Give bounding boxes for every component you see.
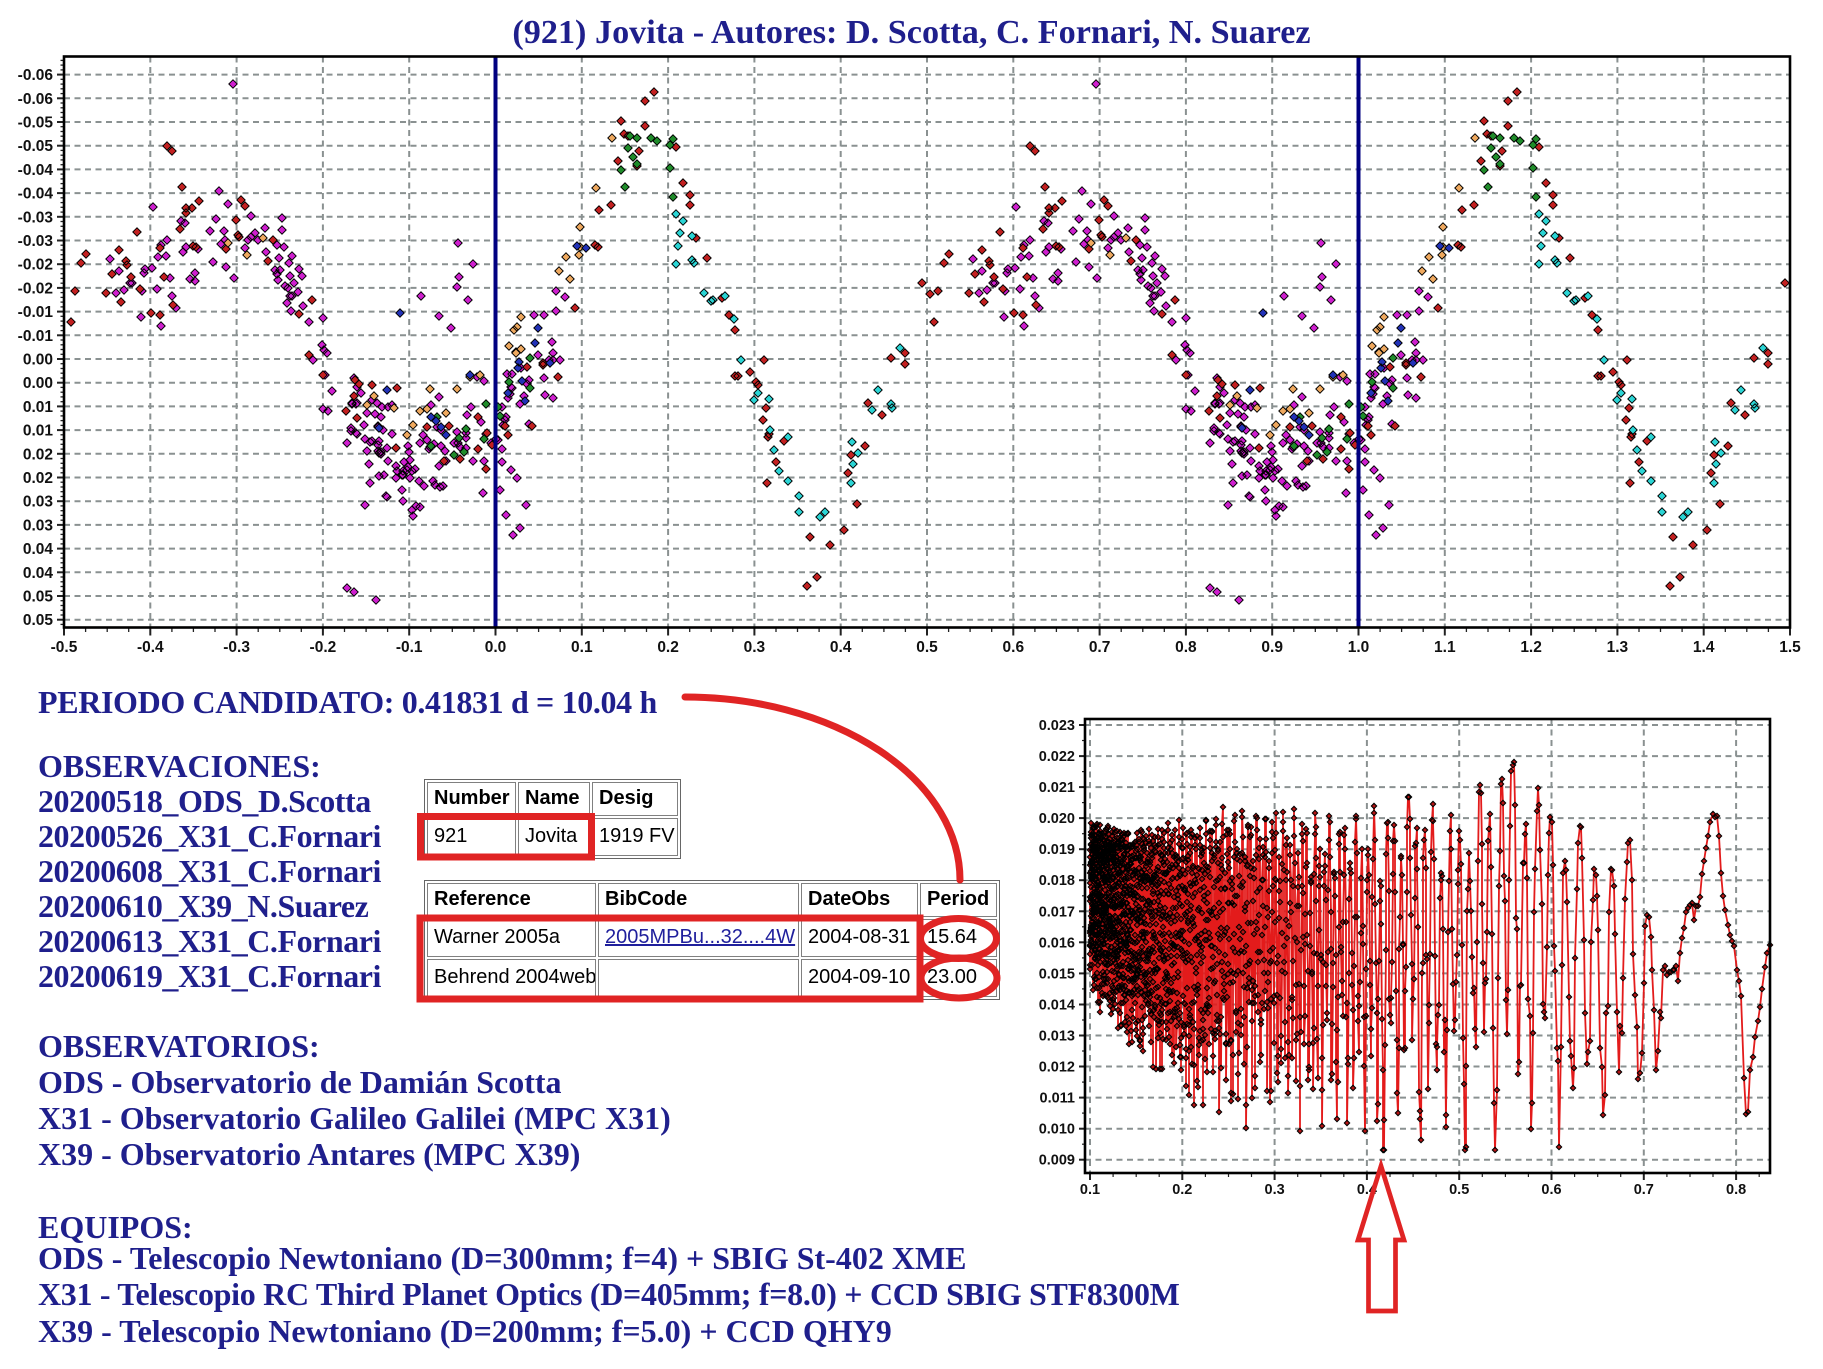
svg-text:0.020: 0.020	[1039, 811, 1075, 827]
svg-text:0.4: 0.4	[1357, 1182, 1377, 1198]
svg-text:0.4: 0.4	[830, 639, 852, 656]
svg-text:0.03: 0.03	[23, 517, 54, 534]
svg-text:0.0: 0.0	[485, 639, 507, 656]
svg-text:0.010: 0.010	[1039, 1122, 1075, 1138]
svg-text:0.01: 0.01	[23, 399, 54, 416]
svg-text:-0.05: -0.05	[18, 115, 54, 132]
svg-text:0.011: 0.011	[1040, 1091, 1076, 1107]
svg-text:0.012: 0.012	[1039, 1060, 1075, 1076]
svg-text:1.3: 1.3	[1607, 639, 1629, 656]
svg-text:0.05: 0.05	[23, 589, 54, 606]
svg-text:0.3: 0.3	[1265, 1182, 1285, 1198]
svg-text:0.022: 0.022	[1039, 749, 1075, 765]
svg-text:0.018: 0.018	[1039, 873, 1075, 889]
svg-text:-0.01: -0.01	[18, 328, 54, 345]
svg-text:0.1: 0.1	[1080, 1182, 1100, 1198]
svg-text:0.04: 0.04	[23, 541, 54, 558]
svg-text:-0.06: -0.06	[18, 91, 54, 108]
svg-text:0.01: 0.01	[23, 423, 54, 440]
svg-text:1.1: 1.1	[1434, 639, 1456, 656]
svg-text:0.7: 0.7	[1634, 1182, 1654, 1198]
svg-text:-0.03: -0.03	[18, 233, 54, 250]
svg-text:0.023: 0.023	[1039, 718, 1075, 734]
svg-text:0.2: 0.2	[1172, 1182, 1192, 1198]
svg-text:0.6: 0.6	[1541, 1182, 1561, 1198]
svg-text:1.5: 1.5	[1779, 639, 1801, 656]
svg-text:-0.4: -0.4	[137, 639, 164, 656]
svg-text:0.013: 0.013	[1039, 1029, 1075, 1045]
svg-text:1.4: 1.4	[1693, 639, 1715, 656]
svg-text:1.0: 1.0	[1348, 639, 1370, 656]
svg-text:0.019: 0.019	[1039, 842, 1075, 858]
svg-text:-0.01: -0.01	[18, 304, 54, 321]
svg-text:-0.06: -0.06	[18, 67, 54, 84]
svg-text:0.00: 0.00	[23, 352, 53, 369]
svg-text:0.2: 0.2	[657, 639, 679, 656]
svg-text:0.1: 0.1	[571, 639, 593, 656]
svg-text:0.7: 0.7	[1089, 639, 1111, 656]
svg-text:-0.04: -0.04	[18, 162, 54, 179]
svg-text:-0.5: -0.5	[51, 639, 78, 656]
svg-text:0.8: 0.8	[1175, 639, 1197, 656]
svg-text:0.04: 0.04	[23, 565, 54, 582]
svg-text:0.05: 0.05	[23, 612, 54, 629]
svg-text:0.017: 0.017	[1039, 904, 1075, 920]
svg-text:0.5: 0.5	[1449, 1182, 1469, 1198]
svg-text:0.00: 0.00	[23, 375, 53, 392]
svg-text:0.9: 0.9	[1261, 639, 1283, 656]
svg-text:0.8: 0.8	[1726, 1182, 1746, 1198]
svg-text:0.015: 0.015	[1039, 966, 1075, 982]
svg-text:0.021: 0.021	[1039, 780, 1075, 796]
svg-text:0.02: 0.02	[23, 446, 53, 463]
svg-text:0.03: 0.03	[23, 494, 54, 511]
svg-text:0.6: 0.6	[1003, 639, 1025, 656]
svg-text:-0.03: -0.03	[18, 209, 54, 226]
svg-text:0.5: 0.5	[916, 639, 938, 656]
svg-text:0.3: 0.3	[744, 639, 766, 656]
svg-text:0.009: 0.009	[1039, 1153, 1075, 1169]
svg-text:1.2: 1.2	[1520, 639, 1542, 656]
svg-text:-0.05: -0.05	[18, 138, 54, 155]
svg-text:-0.04: -0.04	[18, 186, 54, 203]
svg-text:-0.1: -0.1	[396, 639, 423, 656]
svg-text:0.016: 0.016	[1039, 935, 1075, 951]
svg-text:-0.02: -0.02	[18, 257, 53, 274]
svg-text:-0.3: -0.3	[223, 639, 250, 656]
svg-text:0.014: 0.014	[1039, 998, 1075, 1014]
svg-text:-0.2: -0.2	[310, 639, 337, 656]
svg-text:0.02: 0.02	[23, 470, 53, 487]
svg-text:-0.02: -0.02	[18, 280, 53, 297]
